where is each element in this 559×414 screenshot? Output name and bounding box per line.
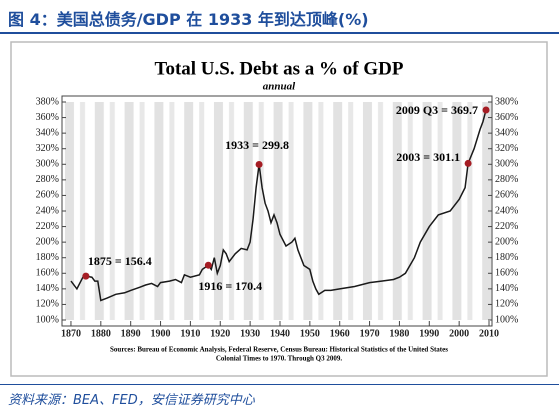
y-tick-label: 220% xyxy=(36,221,59,232)
y-tick-label: 280% xyxy=(36,174,59,185)
y-tick-label: 140% xyxy=(36,283,59,294)
x-tick-label: 1960 xyxy=(330,328,350,339)
y2-tick-label: 360% xyxy=(495,112,518,123)
x-tick-label: 1910 xyxy=(180,328,200,339)
annotation-marker xyxy=(255,160,263,168)
chart-subtitle: annual xyxy=(263,81,296,93)
recession-shading xyxy=(62,102,492,320)
y-tick-label: 100% xyxy=(36,314,59,325)
x-tick-label: 1900 xyxy=(151,328,171,339)
annotation-marker xyxy=(464,159,472,167)
y-tick-label: 260% xyxy=(36,190,59,201)
y-tick-label: 160% xyxy=(36,268,59,279)
y-tick-label: 360% xyxy=(36,112,59,123)
x-tick-label: 1970 xyxy=(360,328,380,339)
y2-tick-label: 320% xyxy=(495,143,518,154)
source-note: Colonial Times to 1970. Through Q3 2009. xyxy=(216,355,343,363)
header-title: 图 4：美国总债务/GDP 在 1933 年到达顶峰(%) xyxy=(8,10,369,29)
x-tick-label: 1870 xyxy=(61,328,81,339)
y-tick-label: 240% xyxy=(36,205,59,216)
y-tick-label: 340% xyxy=(36,127,59,138)
annotation-label: 2003 = 301.1 xyxy=(396,150,460,164)
y2-tick-label: 180% xyxy=(495,252,518,263)
y2-tick-label: 240% xyxy=(495,205,518,216)
x-tick-label: 1950 xyxy=(300,328,320,339)
y-tick-label: 180% xyxy=(36,252,59,263)
source-note: Sources: Bureau of Economic Analysis, Fe… xyxy=(110,346,448,354)
chart-title: Total U.S. Debt as a % of GDP xyxy=(155,58,404,79)
annotation-marker xyxy=(482,106,490,114)
annotation-label: 2009 Q3 = 369.7 xyxy=(396,103,478,117)
x-tick-label: 1890 xyxy=(121,328,141,339)
x-tick-label: 1920 xyxy=(210,328,230,339)
y2-tick-label: 380% xyxy=(495,96,518,107)
y2-tick-label: 340% xyxy=(495,127,518,138)
x-tick-label: 1880 xyxy=(91,328,111,339)
x-tick-label: 1990 xyxy=(419,328,439,339)
y-tick-label: 120% xyxy=(36,299,59,310)
y-tick-label: 320% xyxy=(36,143,59,154)
y-tick-label: 380% xyxy=(36,96,59,107)
y2-tick-label: 120% xyxy=(495,299,518,310)
y-tick-label: 200% xyxy=(36,236,59,247)
footer-source: 资料来源：BEA、FED，安信证券研究中心 xyxy=(8,393,255,408)
footer-rule xyxy=(0,384,559,385)
annotation-marker xyxy=(82,272,90,280)
y2-tick-label: 140% xyxy=(495,283,518,294)
annotation-marker xyxy=(204,261,212,269)
header-rule xyxy=(0,32,559,34)
y2-tick-label: 200% xyxy=(495,236,518,247)
x-tick-label: 1980 xyxy=(389,328,409,339)
y2-tick-label: 220% xyxy=(495,221,518,232)
x-tick-label: 2010 xyxy=(479,328,499,339)
annotation-label: 1916 = 170.4 xyxy=(198,279,262,293)
series-line xyxy=(70,109,487,302)
y2-tick-label: 300% xyxy=(495,159,518,170)
x-tick-label: 2000 xyxy=(449,328,469,339)
y2-tick-label: 260% xyxy=(495,190,518,201)
y-tick-label: 300% xyxy=(36,159,59,170)
x-tick-label: 1940 xyxy=(270,328,290,339)
y2-tick-label: 100% xyxy=(495,314,518,325)
annotation-label: 1875 = 156.4 xyxy=(88,254,152,268)
x-tick-label: 1930 xyxy=(240,328,260,339)
chart: Total U.S. Debt as a % of GDP annual Sou… xyxy=(10,41,548,377)
y2-tick-label: 160% xyxy=(495,268,518,279)
y2-tick-label: 280% xyxy=(495,174,518,185)
annotation-label: 1933 = 299.8 xyxy=(225,138,289,152)
